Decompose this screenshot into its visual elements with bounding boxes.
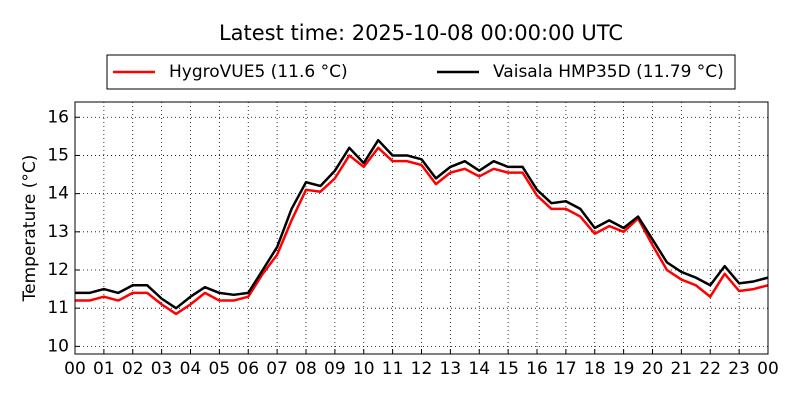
- data-line: [75, 138, 769, 310]
- x-tick-label: 02: [122, 359, 144, 379]
- legend-label: HygroVUE5 (11.6 °C): [169, 62, 348, 82]
- y-tick-label: 10: [47, 336, 69, 356]
- x-tick-label: 06: [237, 359, 259, 379]
- y-tick-label: 16: [47, 107, 69, 127]
- x-tick-label: 20: [642, 359, 664, 379]
- y-tick-label: 15: [47, 145, 69, 165]
- x-tick-label: 15: [497, 359, 519, 379]
- x-tick-label: 04: [180, 359, 202, 379]
- y-tick-label: 12: [47, 260, 69, 280]
- x-tick-label: 19: [613, 359, 635, 379]
- x-tick-label: 23: [728, 359, 750, 379]
- legend-label: Vaisala HMP35D (11.79 °C): [493, 62, 724, 82]
- x-tick-label: 05: [209, 359, 231, 379]
- data-line: [75, 146, 769, 316]
- x-tick-label: 09: [324, 359, 346, 379]
- y-tick-label: 11: [47, 298, 69, 318]
- x-tick-label: 17: [555, 359, 577, 379]
- x-tick-label: 13: [440, 359, 462, 379]
- plot-frame: [74, 101, 769, 355]
- x-tick-label: 01: [93, 359, 115, 379]
- x-tick-label: 21: [671, 359, 693, 379]
- y-axis-label: Temperature (°C): [20, 155, 40, 303]
- legend: [106, 54, 736, 90]
- x-tick-label: 12: [411, 359, 433, 379]
- x-tick-label: 22: [699, 359, 721, 379]
- chart-title: Latest time: 2025-10-08 00:00:00 UTC: [219, 21, 623, 45]
- x-tick-label: 11: [382, 359, 404, 379]
- y-tick-label: 13: [47, 222, 69, 242]
- x-tick-label: 16: [526, 359, 548, 379]
- x-tick-label: 03: [151, 359, 173, 379]
- x-tick-label: 00: [64, 359, 86, 379]
- x-tick-label: 08: [295, 359, 317, 379]
- x-tick-label: 07: [266, 359, 288, 379]
- x-tick-label: 10: [353, 359, 375, 379]
- y-tick-label: 14: [47, 184, 69, 204]
- x-tick-label: 14: [468, 359, 490, 379]
- x-tick-label: 18: [584, 359, 606, 379]
- x-tick-label: 00: [757, 359, 779, 379]
